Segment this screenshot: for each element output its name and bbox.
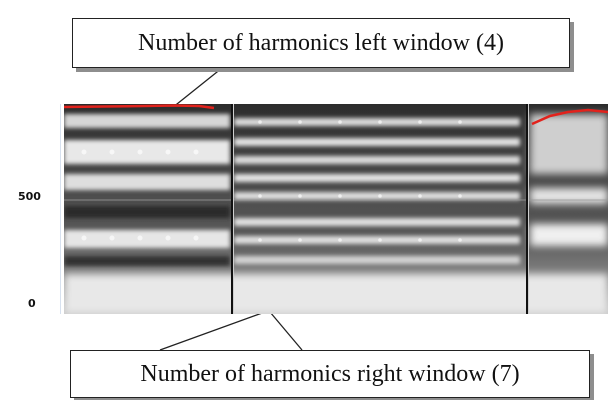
frequency-axis-rule bbox=[60, 104, 61, 314]
frequency-tick-0: 0 bbox=[28, 297, 36, 310]
right-window-harmonics-callout: Number of harmonics right window (7) bbox=[70, 350, 590, 398]
left-pitch-track bbox=[64, 104, 215, 110]
window-divider-left bbox=[231, 104, 233, 314]
frequency-axis bbox=[0, 104, 64, 316]
right-window-harmonics-label: Number of harmonics right window (7) bbox=[140, 360, 520, 387]
left-window-harmonics bbox=[64, 114, 230, 266]
harmonic-dot-pattern bbox=[81, 120, 462, 242]
right-callout-leader-line bbox=[269, 311, 303, 351]
left-window-harmonics-label: Number of harmonics left window (4) bbox=[138, 29, 504, 56]
middle-window-harmonics bbox=[234, 118, 520, 264]
window-divider-left-highlight bbox=[233, 104, 234, 314]
window-divider-right-highlight bbox=[528, 104, 529, 314]
low-frequency-energy bbox=[64, 274, 608, 314]
left-window-harmonics-callout: Number of harmonics left window (4) bbox=[72, 18, 570, 68]
frequency-tick-500: 500 bbox=[18, 190, 41, 203]
right-pitch-track bbox=[531, 108, 608, 126]
window-divider-right bbox=[526, 104, 528, 314]
left-callout-leader-line bbox=[171, 67, 223, 109]
right-callout-leader-line-left bbox=[159, 311, 266, 351]
spectrogram-view bbox=[64, 104, 608, 314]
